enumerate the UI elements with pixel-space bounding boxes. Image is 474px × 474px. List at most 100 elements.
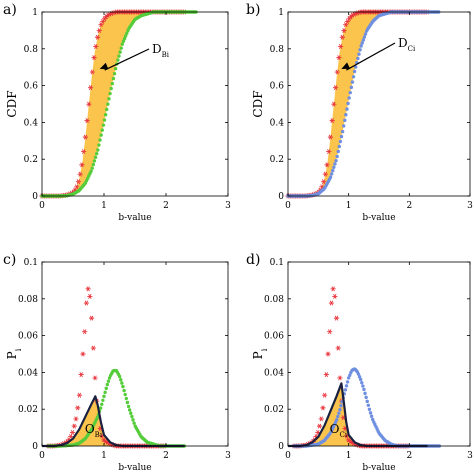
data-point (90, 166, 94, 170)
y-tick-label: 0.2 (270, 155, 284, 165)
axes-frame (287, 261, 471, 447)
data-point (123, 392, 127, 397)
data-point (124, 396, 129, 401)
y-tick-label: 0 (32, 442, 38, 452)
data-point (130, 414, 134, 419)
data-point (359, 44, 363, 48)
data-point (340, 129, 345, 134)
data-point (120, 42, 125, 46)
data-point (132, 421, 136, 425)
overlap-area (288, 383, 428, 446)
data-point (100, 402, 104, 406)
x-tick-label: 1 (346, 451, 352, 461)
data-point (127, 408, 132, 412)
y-tick-label: 0.1 (270, 258, 284, 268)
series-red (45, 286, 168, 449)
panel-label: c) (3, 252, 16, 268)
data-point (322, 171, 328, 177)
data-point (105, 12, 111, 18)
data-point (113, 66, 118, 71)
annotation-subscript: Bi (162, 51, 170, 59)
panel-label: b) (246, 2, 260, 18)
y-tick-label: 0.02 (264, 405, 284, 415)
data-point (101, 398, 105, 402)
data-point (95, 415, 100, 420)
data-point (106, 102, 110, 106)
data-point (368, 411, 373, 415)
series-red (291, 286, 411, 449)
data-point (75, 179, 82, 185)
data-point (361, 384, 365, 388)
data-point (356, 372, 361, 376)
data-point (321, 179, 327, 185)
data-point (93, 155, 98, 159)
data-point (78, 372, 84, 378)
x-axis-label: b-value (362, 213, 395, 223)
data-point (100, 128, 104, 132)
data-point (86, 101, 92, 107)
data-point (366, 403, 371, 407)
x-tick-label: 2 (163, 201, 169, 211)
data-point (81, 149, 87, 155)
data-point (97, 143, 101, 147)
y-tick-label: 1 (278, 8, 284, 18)
data-point (327, 134, 334, 140)
data-point (94, 34, 101, 40)
data-point (367, 407, 372, 411)
data-point (357, 375, 362, 379)
data-point (339, 34, 345, 40)
data-point (98, 138, 102, 142)
y-tick-label: 0.2 (24, 155, 38, 165)
data-point (320, 405, 326, 411)
x-tick-label: 0 (39, 451, 45, 461)
y-tick-label: 0 (32, 192, 38, 202)
data-point (118, 50, 122, 54)
y-tick-label: 0 (278, 192, 284, 202)
y-tick-label: 0.08 (264, 295, 284, 305)
data-point (336, 414, 340, 419)
y-tick-label: 0.6 (24, 82, 39, 92)
x-tick-label: 3 (467, 451, 473, 461)
data-point (343, 388, 348, 392)
panel-2: b) 0 1 2 3 0 0.2 0.4 0.6 0.8 1 b-value CDF DCi (246, 2, 473, 223)
data-point (341, 28, 347, 34)
data-point (339, 134, 344, 139)
data-point (102, 118, 107, 122)
axes-frame (41, 261, 229, 447)
data-point (328, 300, 335, 306)
data-point (330, 286, 336, 292)
y-tick-label: 0.4 (270, 118, 285, 128)
data-point (125, 400, 130, 405)
data-point (107, 376, 112, 380)
data-point (125, 31, 129, 35)
data-point (96, 28, 102, 34)
data-point (121, 39, 126, 43)
data-point (369, 414, 374, 418)
data-point (316, 423, 323, 429)
data-point (83, 300, 89, 306)
data-point (89, 69, 95, 75)
data-point (357, 52, 361, 56)
overlap-outline (288, 382, 428, 448)
data-point (351, 75, 356, 79)
data-point (331, 101, 337, 107)
data-point (344, 113, 348, 117)
data-point (122, 36, 127, 41)
data-point (348, 373, 352, 377)
data-point (88, 85, 94, 91)
data-point (74, 184, 80, 190)
data-point (339, 404, 343, 408)
x-axis-label: b-value (362, 463, 395, 473)
data-point (92, 375, 98, 381)
x-tick-label: 0 (285, 201, 291, 211)
annotation-subscript: Ci (408, 45, 416, 53)
data-point (334, 418, 339, 422)
data-point (364, 395, 368, 400)
data-point (111, 76, 116, 81)
data-point (337, 144, 342, 149)
data-point (121, 384, 125, 389)
y-tick-label: 0.8 (270, 45, 285, 55)
y-axis-label-subscript: i (14, 348, 23, 351)
y-axis-label: CDF (5, 90, 19, 117)
